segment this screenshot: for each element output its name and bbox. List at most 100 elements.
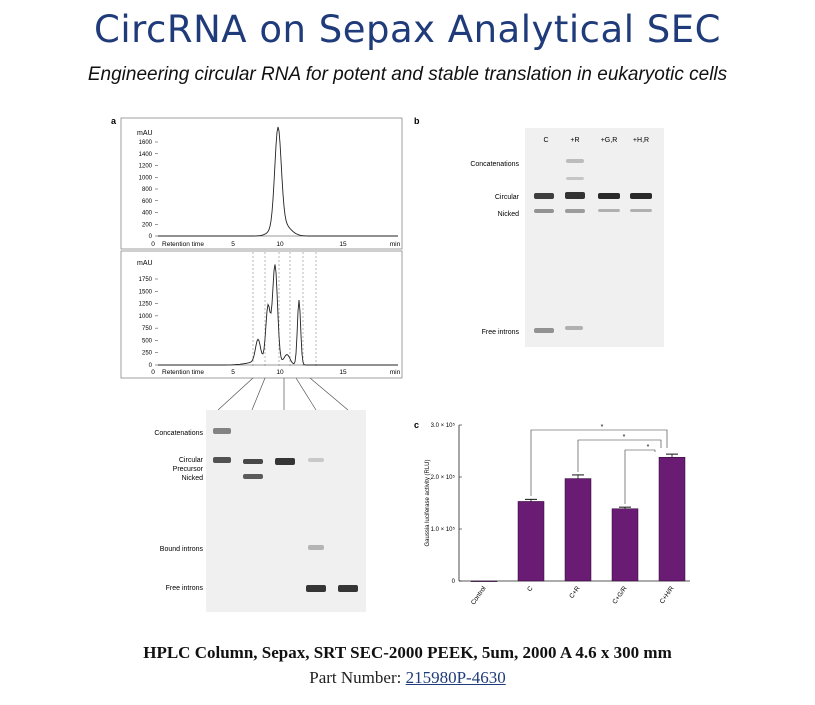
x-tick-label: 10	[276, 369, 284, 376]
gel-b-label: Free introns	[482, 329, 520, 336]
x-tick-label: 15	[339, 241, 347, 248]
panel-a-label: a	[111, 116, 117, 126]
gel-a-label: Circular	[179, 457, 204, 464]
connector-line	[251, 377, 266, 411]
y-tick-label: 0	[452, 579, 456, 585]
chrom-bottom-frame	[120, 250, 403, 379]
y-tick-label: 3.0 × 10⁵	[431, 422, 456, 429]
y-tick-label: 250	[142, 351, 153, 357]
x-tick-label: Control	[470, 585, 488, 607]
x-tick-label: min	[390, 369, 401, 376]
bar	[658, 456, 686, 582]
y-tick-label: 200	[142, 222, 153, 228]
gel-b-label: Nicked	[498, 211, 520, 218]
y-tick-label: 1400	[139, 152, 153, 158]
gel-a-label: Nicked	[182, 475, 204, 482]
y-tick-label: 2.0 × 10⁵	[431, 474, 456, 481]
bar-chart: Gaussia luciferase activity (RLU) 0 1.0 ×…	[425, 422, 690, 606]
part-number-line: Part Number: 215980P-4630	[0, 668, 815, 688]
significance-bracket	[624, 449, 656, 504]
y-tick-label: 1600	[139, 140, 153, 146]
gel-band	[565, 209, 585, 213]
gel-band	[534, 209, 554, 213]
chrom-top-frame	[120, 117, 403, 250]
significance-brackets	[530, 429, 668, 504]
gel-band	[308, 545, 324, 550]
chrom-top-y-ticks: 1600 1400 1200 1000 800 600 400 200 0	[139, 140, 158, 240]
x-tick-label: Retention time	[162, 369, 204, 376]
part-number-link[interactable]: 215980P-4630	[405, 668, 506, 687]
gel-a-bands	[213, 428, 358, 592]
gel-band	[275, 458, 295, 465]
chromatogram-bottom: mAU 1750 1500 1250 1000 750 500 250 0 0 Retentio…	[120, 250, 403, 379]
gel-b-lane-label: +R	[570, 137, 579, 144]
significance-star: *	[647, 444, 650, 451]
y-tick-label: 500	[142, 338, 153, 344]
gel-a-background	[206, 410, 366, 612]
gel-a-label: Concatenations	[154, 430, 203, 437]
gel-b-lane-label: +H,R	[633, 137, 649, 144]
y-tick-label: 1200	[139, 164, 153, 170]
gel-band	[213, 457, 231, 463]
gel-band	[566, 177, 584, 180]
chrom-bottom-unit: mAU	[137, 260, 153, 267]
panel-b-label: b	[414, 116, 420, 126]
error-bars	[525, 453, 678, 509]
fraction-to-lane-lines	[217, 377, 349, 411]
y-tick-label: 0	[149, 363, 153, 369]
chromatogram-top: mAU 1600 1400 1200 1000 800 600 400 200 0 0 Reten…	[120, 117, 403, 250]
gel-a-label: Precursor	[173, 466, 204, 473]
x-tick-label: 10	[276, 241, 284, 248]
chrom-bottom-trace	[158, 264, 398, 366]
x-tick-label: C+H/R	[659, 585, 676, 605]
y-tick-label: 600	[142, 199, 153, 205]
page-subtitle: Engineering circular RNA for potent and …	[87, 64, 728, 85]
y-tick-label: 750	[142, 326, 153, 332]
chrom-bottom-x-ticks: 0 Retention time 5 10 15 min	[151, 369, 400, 376]
gel-b-label: Concatenations	[470, 161, 519, 168]
x-tick-label: C+R	[568, 585, 581, 600]
gel-b-bands	[534, 159, 652, 333]
significance-star: *	[623, 434, 626, 441]
connector-line	[309, 377, 349, 411]
chrom-top-x-ticks: 0 Retention time 5 10 15 min	[151, 241, 400, 248]
gel-band	[306, 585, 326, 592]
y-tick-label: 0	[149, 234, 153, 240]
significance-bracket	[530, 429, 668, 496]
bar	[564, 478, 592, 582]
connector-line	[295, 377, 317, 411]
gel-band	[534, 328, 554, 333]
bar	[470, 580, 498, 582]
chrom-bottom-y-ticks: 1750 1500 1250 1000 750 500 250 0	[139, 277, 158, 369]
gel-b-label: Circular	[495, 194, 520, 201]
y-tick-label: 1250	[139, 302, 153, 308]
gel-band	[630, 209, 652, 212]
gel-band	[598, 209, 620, 212]
bar	[611, 508, 639, 582]
y-tick-label: 1000	[139, 314, 153, 320]
y-axis-label: Gaussia luciferase activity (RLU)	[425, 459, 431, 546]
gel-band	[565, 192, 585, 199]
significance-star: *	[601, 424, 604, 431]
chrom-top-unit: mAU	[137, 130, 153, 137]
gel-a-label: Free introns	[166, 585, 204, 592]
y-tick-label: 400	[142, 211, 153, 217]
x-tick-label: 0	[151, 241, 155, 248]
x-tick-label: Retention time	[162, 241, 204, 248]
gel-b-lane-label: +G,R	[601, 137, 618, 144]
y-tick-label: 1750	[139, 277, 153, 283]
gel-band	[598, 193, 620, 199]
y-tick-label: 1.0 × 10⁵	[431, 526, 456, 533]
gel-band	[308, 458, 324, 462]
x-tick-label: 5	[231, 241, 235, 248]
gel-band	[213, 428, 231, 434]
product-description: HPLC Column, Sepax, SRT SEC-2000 PEEK, 5…	[143, 643, 672, 662]
gel-band	[243, 459, 263, 464]
part-number-label: Part Number:	[309, 668, 402, 687]
gel-b: C +R +G,R +H,R Concatenations Circular N…	[470, 128, 664, 347]
y-tick-label: 1500	[139, 289, 153, 295]
fraction-lines	[252, 252, 317, 368]
gel-band	[630, 193, 652, 199]
gel-band	[565, 326, 583, 330]
